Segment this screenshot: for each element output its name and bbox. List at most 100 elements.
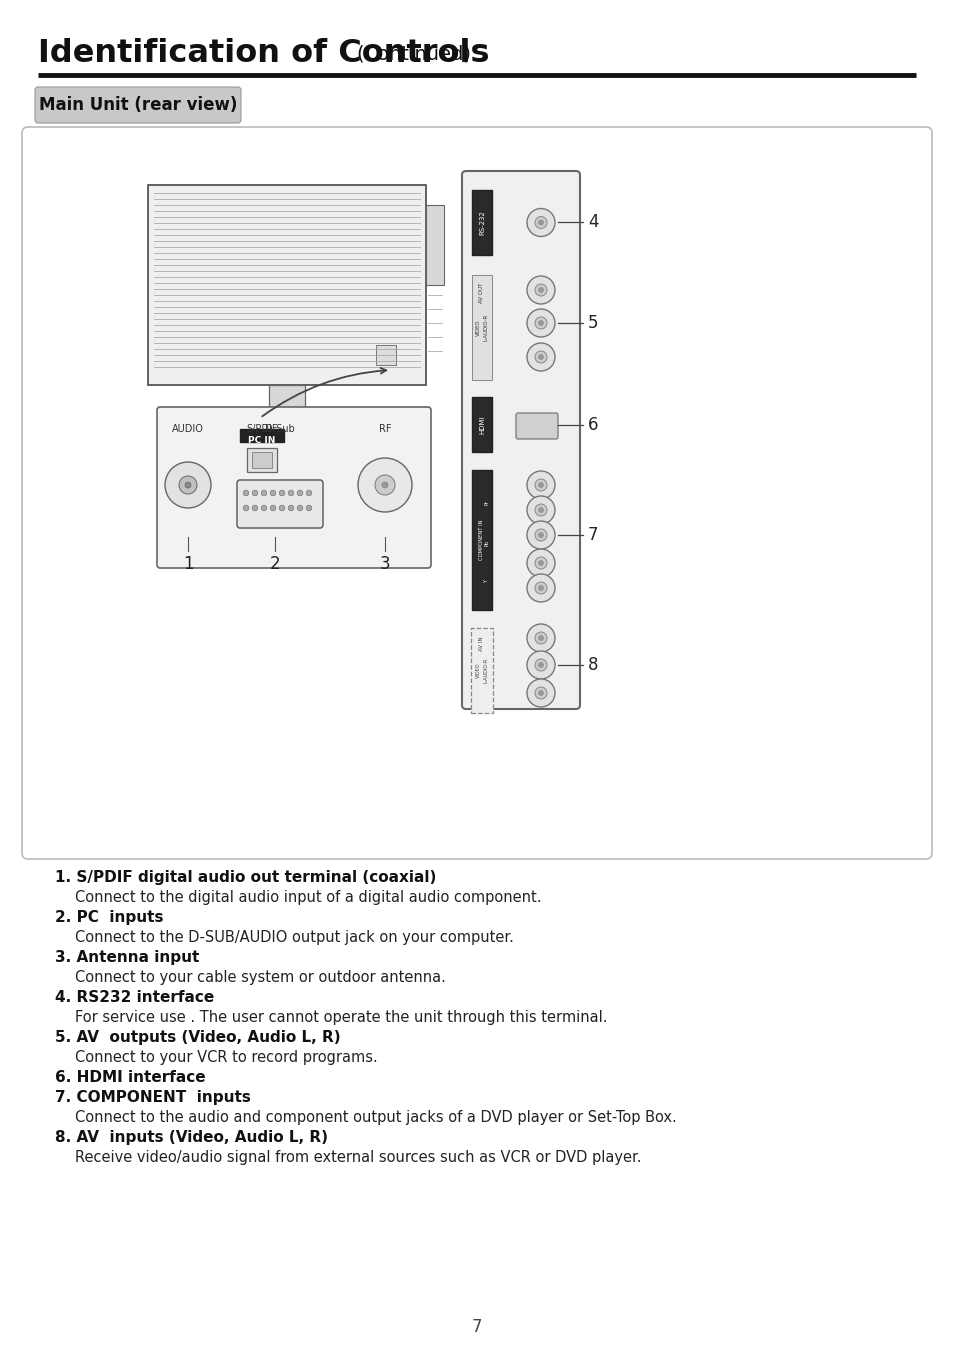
Text: Connect to your cable system or outdoor antenna.: Connect to your cable system or outdoor … <box>75 971 445 986</box>
Circle shape <box>306 490 312 495</box>
Text: Pr: Pr <box>484 500 489 505</box>
FancyBboxPatch shape <box>516 413 558 439</box>
Circle shape <box>165 462 211 508</box>
Circle shape <box>179 477 196 494</box>
Text: S/PDIF: S/PDIF <box>246 424 277 433</box>
Circle shape <box>185 482 191 487</box>
Circle shape <box>526 275 555 304</box>
Text: 8. AV  inputs (Video, Audio L, R): 8. AV inputs (Video, Audio L, R) <box>55 1130 328 1145</box>
Circle shape <box>357 458 412 512</box>
Text: Pb: Pb <box>484 540 489 545</box>
Circle shape <box>535 582 546 594</box>
Circle shape <box>537 220 543 225</box>
Circle shape <box>288 490 294 495</box>
Text: RF: RF <box>378 424 391 433</box>
Circle shape <box>535 317 546 329</box>
Circle shape <box>526 343 555 371</box>
Text: 5. AV  outputs (Video, Audio L, R): 5. AV outputs (Video, Audio L, R) <box>55 1030 340 1045</box>
Circle shape <box>526 208 555 236</box>
FancyBboxPatch shape <box>461 171 579 709</box>
Text: 6: 6 <box>587 416 598 433</box>
Text: 2. PC  inputs: 2. PC inputs <box>55 910 163 925</box>
Text: 7: 7 <box>471 1318 482 1336</box>
Circle shape <box>537 288 543 293</box>
Bar <box>375 346 395 365</box>
Text: 4. RS232 interface: 4. RS232 interface <box>55 990 214 1004</box>
Circle shape <box>535 504 546 516</box>
Circle shape <box>261 490 267 495</box>
Circle shape <box>526 574 555 602</box>
Text: AV OUT: AV OUT <box>479 284 484 304</box>
Text: Identification of Controls: Identification of Controls <box>38 38 489 69</box>
FancyBboxPatch shape <box>157 406 431 568</box>
Circle shape <box>306 505 312 510</box>
Circle shape <box>261 505 267 510</box>
Text: 7: 7 <box>587 526 598 544</box>
Text: 6. HDMI interface: 6. HDMI interface <box>55 1071 206 1085</box>
FancyBboxPatch shape <box>22 127 931 859</box>
Text: VIDEO: VIDEO <box>475 663 480 678</box>
Text: (Continued): (Continued) <box>355 45 471 63</box>
Text: PC IN: PC IN <box>248 436 275 446</box>
Circle shape <box>375 475 395 495</box>
Circle shape <box>537 560 543 566</box>
Circle shape <box>526 651 555 679</box>
Circle shape <box>252 505 257 510</box>
Bar <box>148 185 426 385</box>
Circle shape <box>243 490 249 495</box>
Circle shape <box>537 636 543 640</box>
Text: 1. S/PDIF digital audio out terminal (coaxial): 1. S/PDIF digital audio out terminal (co… <box>55 869 436 886</box>
Circle shape <box>381 482 388 487</box>
Text: COMPONENT IN: COMPONENT IN <box>479 520 484 560</box>
Circle shape <box>535 687 546 699</box>
Bar <box>269 385 305 410</box>
Text: 3: 3 <box>379 555 390 572</box>
Circle shape <box>243 505 249 510</box>
Circle shape <box>297 505 302 510</box>
Text: Receive video/audio signal from external sources such as VCR or DVD player.: Receive video/audio signal from external… <box>75 1150 640 1165</box>
Circle shape <box>270 490 275 495</box>
Bar <box>247 448 276 472</box>
Bar <box>426 205 443 285</box>
Circle shape <box>535 529 546 541</box>
Circle shape <box>279 505 285 510</box>
Circle shape <box>526 471 555 500</box>
Bar <box>472 397 492 452</box>
Text: 5: 5 <box>587 315 598 332</box>
Text: AV IN: AV IN <box>479 636 484 651</box>
Circle shape <box>535 284 546 296</box>
Text: Connect to the audio and component output jacks of a DVD player or Set-Top Box.: Connect to the audio and component outpu… <box>75 1110 676 1125</box>
Circle shape <box>537 482 543 487</box>
Text: For service use . The user cannot operate the unit through this terminal.: For service use . The user cannot operat… <box>75 1010 607 1025</box>
Text: AUDIO: AUDIO <box>172 424 204 433</box>
Circle shape <box>537 355 543 359</box>
Bar <box>240 429 284 441</box>
Text: 8: 8 <box>587 656 598 674</box>
Circle shape <box>279 490 285 495</box>
Circle shape <box>535 632 546 644</box>
Circle shape <box>252 490 257 495</box>
Circle shape <box>537 532 543 537</box>
Text: Y: Y <box>484 580 489 583</box>
FancyBboxPatch shape <box>236 481 323 528</box>
Circle shape <box>535 659 546 671</box>
Circle shape <box>537 508 543 513</box>
FancyBboxPatch shape <box>35 86 241 123</box>
Circle shape <box>526 679 555 707</box>
Circle shape <box>535 351 546 363</box>
Bar <box>252 452 272 468</box>
Circle shape <box>526 521 555 549</box>
Circle shape <box>526 549 555 576</box>
Circle shape <box>270 505 275 510</box>
Circle shape <box>537 663 543 667</box>
Circle shape <box>537 320 543 325</box>
Circle shape <box>526 309 555 338</box>
Bar <box>472 470 492 610</box>
Text: Connect to your VCR to record programs.: Connect to your VCR to record programs. <box>75 1050 377 1065</box>
Bar <box>471 628 493 713</box>
Text: D-Sub: D-Sub <box>265 424 294 433</box>
Circle shape <box>526 495 555 524</box>
Text: 2: 2 <box>270 555 280 572</box>
Circle shape <box>537 586 543 590</box>
Text: 4: 4 <box>587 213 598 231</box>
